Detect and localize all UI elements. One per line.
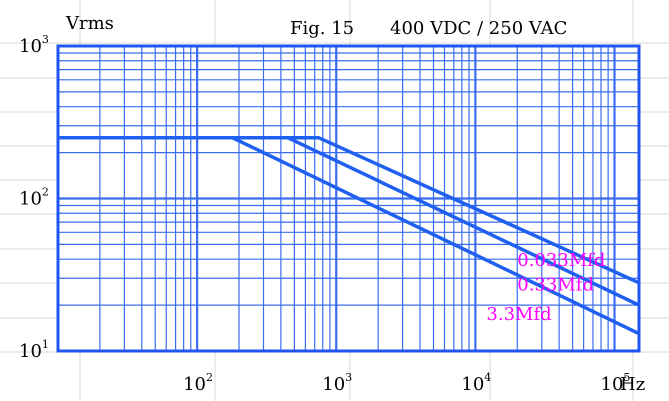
x-tick-exponent: 3 [345,371,352,384]
x-tick-exponent: 2 [206,371,213,384]
x-tick-label: 103 [322,371,352,395]
y-tick-base: 10 [19,341,42,362]
y-tick-base: 10 [19,189,42,210]
series-curve [58,136,640,336]
x-tick-label: 102 [183,371,213,395]
y-tick-base: 10 [19,36,42,57]
series-label-layer: 0.033Mfd 0.33Mfd 3.3Mfd [486,250,605,325]
x-tick-exponent: 4 [484,371,491,384]
y-axis-label: Vrms [65,13,114,34]
y-tick-exponent: 1 [42,338,49,351]
x-tick-base: 10 [601,374,624,395]
figure-label: Fig. 15 [290,18,354,39]
x-tick-base: 10 [461,374,484,395]
series-label: 3.3Mfd [486,304,551,325]
x-tick-base: 10 [322,374,345,395]
x-tick-label: 105 [601,371,631,395]
y-tick-exponent: 3 [42,33,49,46]
y-tick-exponent: 2 [42,186,49,199]
plot-grid [56,44,641,353]
x-axis-unit-label: Hz [620,374,645,395]
x-tick-label: 104 [461,371,491,395]
y-tick-label: 101 [19,338,49,362]
series-label: 0.33Mfd [517,274,594,295]
series-label: 0.033Mfd [517,250,605,271]
plot-border [56,44,641,353]
rating-label: 400 VDC / 250 VAC [390,18,567,39]
y-tick-label: 103 [19,33,49,57]
curve-layer [58,136,640,336]
y-tick-label: 102 [19,186,49,210]
x-tick-exponent: 5 [623,371,630,384]
x-tick-base: 10 [183,374,206,395]
